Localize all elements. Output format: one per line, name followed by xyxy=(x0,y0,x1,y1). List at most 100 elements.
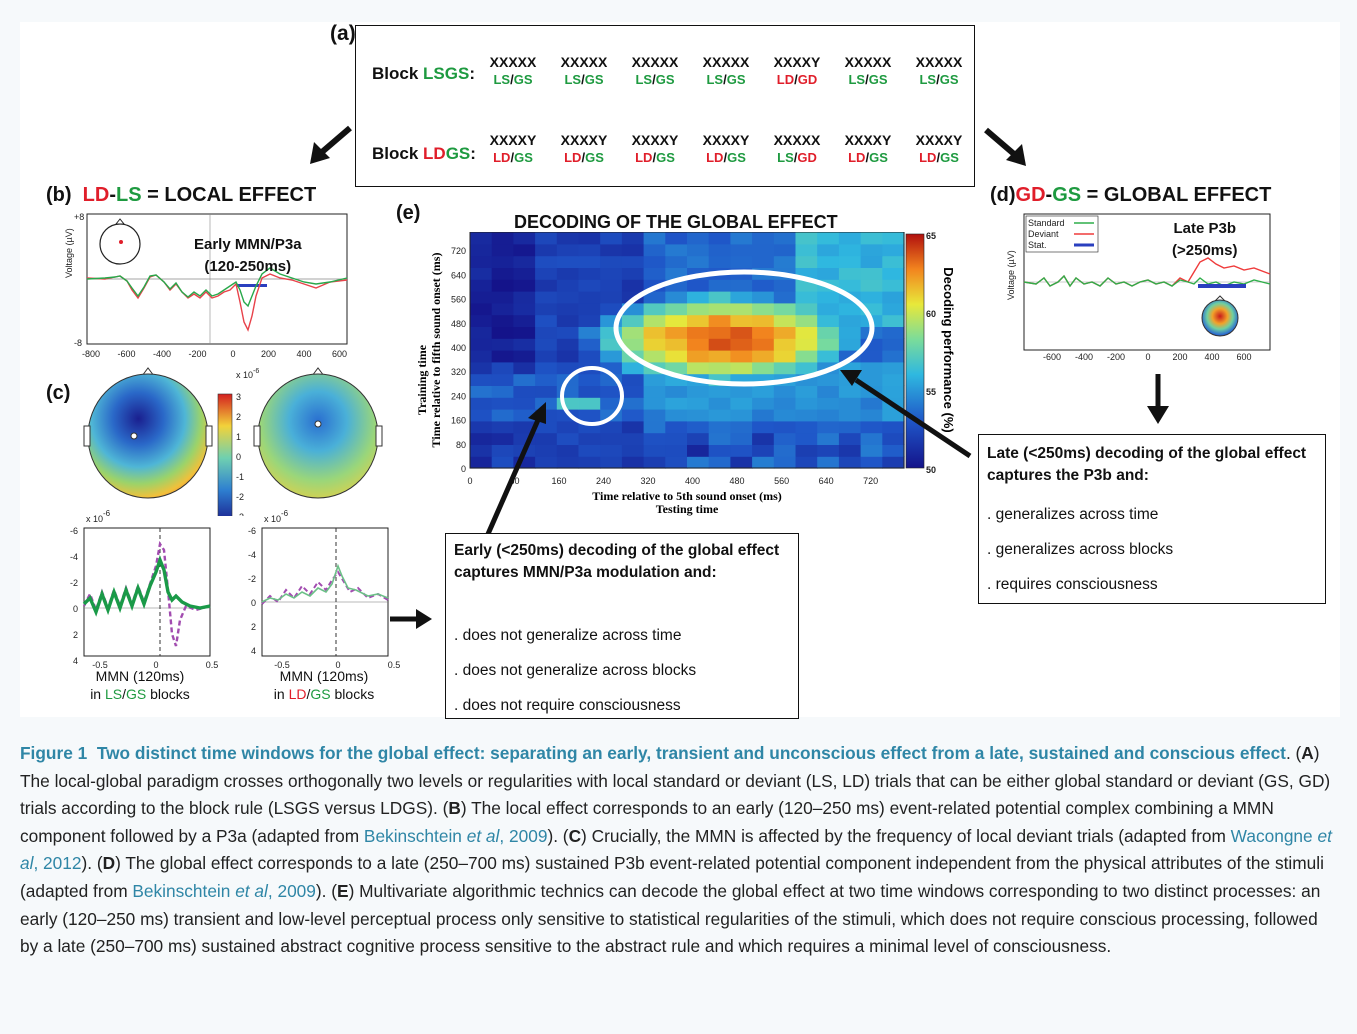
sound-sequence: XXXXX xyxy=(915,54,963,70)
heatmap-cell xyxy=(621,409,645,422)
heatmap-cell xyxy=(556,267,580,280)
heatmap-cell xyxy=(817,232,840,245)
heatmap-cell xyxy=(838,385,862,398)
heatmap-cell xyxy=(708,326,731,339)
heatmap-cell xyxy=(535,267,558,280)
heatmap-cell xyxy=(860,243,883,257)
heatmap-cell xyxy=(621,338,645,351)
heatmap-xlabel-1: Time relative to 5th sound onset (ms) xyxy=(592,489,782,503)
trial-type: LD/GS xyxy=(493,150,533,165)
heatmap-cell xyxy=(665,338,688,351)
xtick-label: 200 xyxy=(1172,352,1187,362)
heatmap-cell xyxy=(491,350,514,363)
caption-gs: GS xyxy=(310,686,331,702)
heatmap-cell xyxy=(621,243,645,257)
ytick-label: 0 xyxy=(73,604,78,614)
ref-wacongne-2012[interactable]: Wacongne et al, 2012 xyxy=(20,825,1332,874)
heatmap-cell xyxy=(773,420,797,434)
heatmap-cell xyxy=(621,232,645,245)
late-callout-bullets: . generalizes across time . generalizes … xyxy=(987,497,1173,602)
heatmap-cell xyxy=(665,326,688,339)
heatmap-cell xyxy=(535,302,558,316)
heatmap-cell xyxy=(556,291,580,304)
heatmap-cell xyxy=(860,432,883,445)
ref-bekinschtein-2009[interactable]: Bekinschtein et al, 2009 xyxy=(363,825,548,846)
heatmap-cell xyxy=(838,420,862,434)
heatmap-cell xyxy=(578,456,601,469)
heatmap-cell xyxy=(643,350,666,363)
heatmap-cell xyxy=(491,385,514,398)
colorbar-exponent: x 10-6 xyxy=(236,368,259,380)
heatmap-cell xyxy=(470,338,493,351)
heatmap-cell xyxy=(687,350,710,363)
heatmap-cell xyxy=(795,243,818,257)
heatmap-cell xyxy=(817,326,840,339)
heatmap-cell xyxy=(470,385,493,398)
xtick-label: 400 xyxy=(296,349,311,359)
caption-in: in xyxy=(273,686,289,702)
heatmap-cell xyxy=(491,279,514,292)
heatmap-cell xyxy=(535,373,558,386)
ref-bekinschtein-2009-b[interactable]: Bekinschtein et al, 2009 xyxy=(132,880,316,901)
heatmap-cell xyxy=(795,420,818,434)
caption-letter-d: D xyxy=(102,853,116,874)
deviant-trace xyxy=(86,273,348,332)
heatmap-cell xyxy=(535,444,558,457)
topomap-ld xyxy=(257,373,379,499)
sequence-cell: XXXXY LD/GS xyxy=(833,132,903,165)
heatmap-cell xyxy=(817,385,840,398)
heatmap-cell xyxy=(470,302,493,316)
heatmap-ytick: 80 xyxy=(456,440,466,450)
heatmap-cell xyxy=(882,456,905,469)
heatmap-cell xyxy=(752,456,775,469)
ytick-label: -4 xyxy=(70,552,78,562)
heatmap-cell xyxy=(643,409,666,422)
heatmap-cell xyxy=(665,314,688,327)
xtick-label: 0.5 xyxy=(388,660,401,670)
heatmap-cell xyxy=(513,302,536,316)
heatmap-cbar-label: Decoding performance (%) xyxy=(941,267,956,432)
heatmap-cell xyxy=(470,326,493,339)
caption-part-d: ) The global effect corresponds to a lat… xyxy=(20,853,1324,901)
heatmap-cell xyxy=(621,420,645,434)
heatmap-cell xyxy=(708,397,731,410)
sequence-cell: XXXXY LD/GS xyxy=(904,132,974,165)
heatmap-cell xyxy=(730,361,753,375)
heatmap-cell xyxy=(773,444,797,457)
heatmap-cell xyxy=(773,432,797,445)
heatmap-cell xyxy=(600,302,623,316)
heatmap-cell xyxy=(687,361,710,375)
heatmap-cell xyxy=(513,361,536,375)
heatmap-cell xyxy=(578,291,601,304)
caption-gs: GS xyxy=(126,686,147,702)
trial-type: LS/GS xyxy=(493,72,533,87)
heatmap-cell xyxy=(882,243,905,257)
heatmap-cell xyxy=(535,361,558,375)
heatmap-cell xyxy=(773,302,797,316)
heatmap-cell xyxy=(838,314,862,327)
heatmap-cell xyxy=(752,291,775,304)
heatmap-cell xyxy=(752,409,775,422)
caption-part: ). ( xyxy=(547,825,569,846)
heatmap-cell xyxy=(730,291,753,304)
heatmap-cell xyxy=(643,385,666,398)
heatmap-cell xyxy=(838,255,862,268)
heatmap-cell xyxy=(600,279,623,292)
block-sequence-box: Block LSGS: Block LDGS: XXXXX LS/GS XXXXX L… xyxy=(355,25,975,187)
late-decoding-callout: Late (<250ms) decoding of the global eff… xyxy=(978,434,1326,604)
heatmap-cell xyxy=(535,326,558,339)
heatmap-cell xyxy=(795,397,818,410)
early-callout-heading: Early (<250ms) decoding of the global ef… xyxy=(454,542,780,581)
early-bullet-2: . does not generalize across blocks xyxy=(454,662,697,679)
heatmap-ytick: 320 xyxy=(451,367,466,377)
trial-type: LS/GS xyxy=(635,72,675,87)
heatmap-cell xyxy=(730,232,753,245)
heatmap-cell xyxy=(730,255,753,268)
caption-part: ). ( xyxy=(315,880,338,901)
sound-sequence: XXXXY xyxy=(489,132,537,148)
arrow-to-early-box xyxy=(390,609,432,629)
heatmap-cell xyxy=(470,361,493,375)
heatmap-cell xyxy=(860,444,883,457)
heatmap-cell xyxy=(882,432,905,445)
heatmap-cell xyxy=(817,456,840,469)
